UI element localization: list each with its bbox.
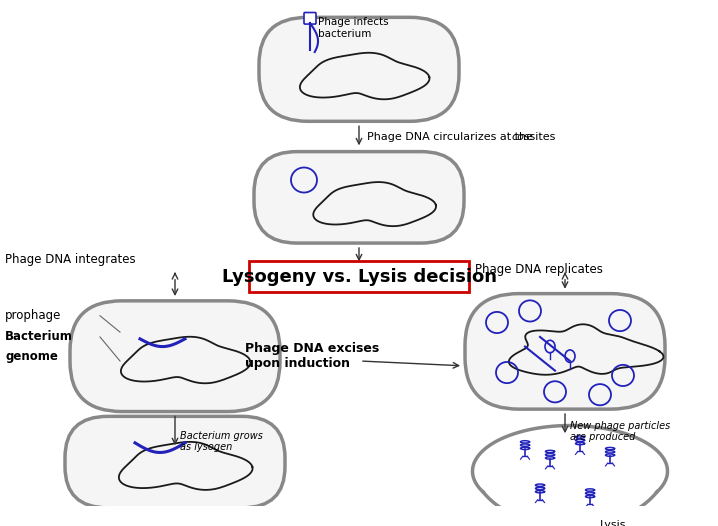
FancyBboxPatch shape [249, 261, 469, 292]
Text: Bacterium grows
as lysogen: Bacterium grows as lysogen [180, 431, 263, 452]
Text: Lysogeny vs. Lysis decision: Lysogeny vs. Lysis decision [221, 268, 497, 286]
Text: Bacterium: Bacterium [5, 330, 73, 343]
FancyBboxPatch shape [70, 301, 280, 411]
Text: sites: sites [526, 132, 556, 141]
Text: prophage: prophage [5, 309, 61, 322]
FancyBboxPatch shape [259, 17, 459, 122]
FancyBboxPatch shape [254, 151, 464, 243]
Text: Phage DNA circularizes at the: Phage DNA circularizes at the [367, 132, 536, 141]
Text: Phage DNA integrates: Phage DNA integrates [5, 253, 136, 266]
Text: New phage particles
are produced: New phage particles are produced [570, 421, 670, 442]
FancyBboxPatch shape [304, 13, 316, 24]
Text: Phage infects
bacterium: Phage infects bacterium [318, 17, 388, 39]
Text: Phage DNA replicates: Phage DNA replicates [475, 262, 603, 276]
FancyBboxPatch shape [465, 294, 665, 409]
Text: Lysis: Lysis [600, 520, 627, 526]
Text: genome: genome [5, 350, 58, 363]
Text: cos: cos [511, 132, 530, 141]
FancyBboxPatch shape [65, 417, 285, 508]
Text: Phage DNA excises
upon induction: Phage DNA excises upon induction [245, 342, 379, 370]
